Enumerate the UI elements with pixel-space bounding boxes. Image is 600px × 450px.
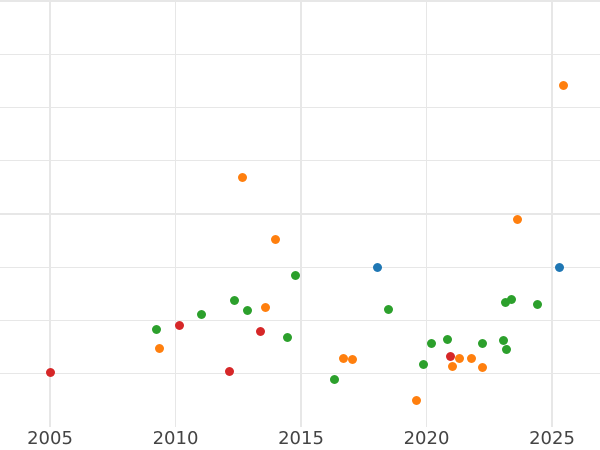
x-tick-label: 2010	[152, 428, 199, 449]
data-point-red	[45, 368, 55, 378]
data-point-orange	[455, 354, 465, 364]
data-point-orange	[558, 81, 568, 91]
gridline-vertical	[174, 0, 177, 427]
data-point-orange	[467, 354, 477, 364]
data-point-orange	[348, 355, 358, 365]
data-point-orange	[155, 344, 165, 354]
gridline-horizontal	[0, 266, 600, 268]
data-point-orange	[271, 235, 281, 245]
data-point-green	[383, 304, 393, 314]
gridline-horizontal	[0, 106, 600, 109]
data-point-green	[196, 309, 206, 319]
data-point-green	[151, 325, 161, 335]
data-point-green	[478, 338, 488, 348]
data-point-orange	[338, 354, 348, 364]
data-point-green	[501, 345, 511, 355]
data-point-red	[256, 326, 266, 336]
data-point-orange	[261, 302, 271, 312]
data-point-green	[418, 360, 428, 370]
data-point-green	[243, 305, 253, 315]
gridline-vertical	[300, 0, 302, 427]
data-point-green	[507, 294, 517, 304]
data-point-green	[291, 270, 301, 280]
data-point-orange	[238, 172, 248, 182]
data-point-blue	[372, 262, 382, 272]
data-point-green	[498, 335, 508, 345]
x-tick-label: 2025	[529, 428, 575, 449]
gridline-horizontal	[0, 213, 600, 215]
data-point-green	[283, 332, 293, 342]
gridline-horizontal	[0, 0, 600, 2]
plot-area	[0, 0, 600, 427]
data-point-orange	[512, 215, 522, 225]
data-point-red	[446, 351, 456, 361]
data-point-orange	[448, 362, 458, 372]
gridline-vertical	[551, 0, 553, 427]
x-axis: 2005 2010 2015 2020 2025	[0, 427, 600, 450]
gridline-vertical	[425, 0, 428, 427]
data-point-green	[330, 375, 340, 385]
x-tick-label: 2020	[403, 428, 450, 449]
data-point-green	[533, 300, 543, 310]
x-tick-label: 2005	[27, 428, 73, 449]
data-point-green	[500, 297, 510, 307]
data-point-green	[229, 296, 239, 306]
data-point-green	[426, 338, 436, 348]
data-point-red	[175, 321, 185, 331]
data-point-blue	[555, 262, 565, 272]
x-tick-label: 2015	[278, 428, 324, 449]
data-point-orange	[478, 363, 488, 373]
data-point-orange	[412, 396, 422, 406]
data-point-red	[225, 366, 235, 376]
gridline-horizontal	[0, 373, 600, 375]
gridline-horizontal	[0, 53, 600, 55]
gridline-horizontal	[0, 319, 600, 322]
gridline-vertical	[49, 0, 51, 427]
gridline-horizontal	[0, 160, 600, 162]
data-point-green	[443, 334, 453, 344]
